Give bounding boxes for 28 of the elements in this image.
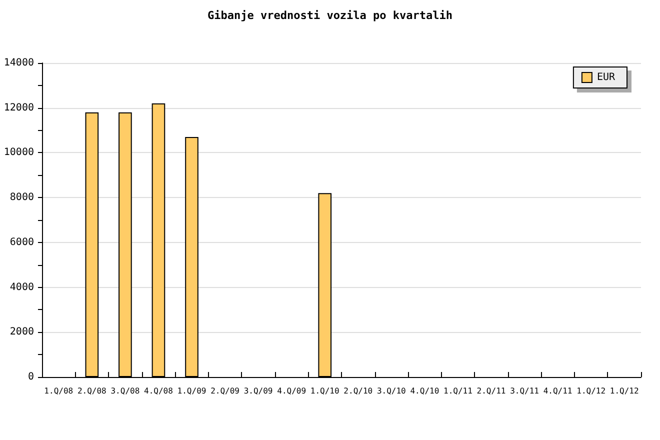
y-tick-label: 8000 <box>10 192 34 204</box>
x-tick-label: 1.Q/08 <box>44 386 74 396</box>
y-tick-label: 14000 <box>4 58 34 68</box>
y-tick-label: 4000 <box>10 282 34 293</box>
x-tick-label: 3.Q/11 <box>510 386 540 396</box>
y-tick-label: 0 <box>28 372 34 382</box>
x-tick-label: 1.Q/12 <box>576 386 606 396</box>
y-tick-label: 2000 <box>10 326 34 338</box>
chart-title: Gibanje vrednosti vozila po kvartalih <box>207 9 453 22</box>
x-tick-label: 4.Q/08 <box>144 386 174 396</box>
x-tick-label: 1.Q/12 <box>610 386 639 396</box>
x-tick-label: 4.Q/11 <box>543 386 572 396</box>
x-tick-label: 2.Q/08 <box>77 386 107 396</box>
x-tick-label: 4.Q/10 <box>410 386 440 396</box>
x-tick-label: 2.Q/11 <box>476 386 506 396</box>
x-tick-label: 1.Q/09 <box>177 386 206 396</box>
y-tick-label: 10000 <box>4 147 34 158</box>
x-tick-label: 3.Q/10 <box>376 386 406 396</box>
x-tick-label: 2.Q/09 <box>210 386 240 396</box>
y-tick-label: 12000 <box>4 102 34 114</box>
x-tick-label: 1.Q/10 <box>310 386 340 396</box>
x-tick-label: 2.Q/10 <box>344 386 373 396</box>
x-tick-label: 1.Q/11 <box>444 386 473 396</box>
x-tick-label: 4.Q/09 <box>277 386 306 396</box>
y-tick-label: 6000 <box>10 236 34 248</box>
x-tick-label: 3.Q/09 <box>244 386 273 396</box>
legend-label: EUR <box>596 72 616 83</box>
x-tick-label: 3.Q/08 <box>110 386 140 396</box>
